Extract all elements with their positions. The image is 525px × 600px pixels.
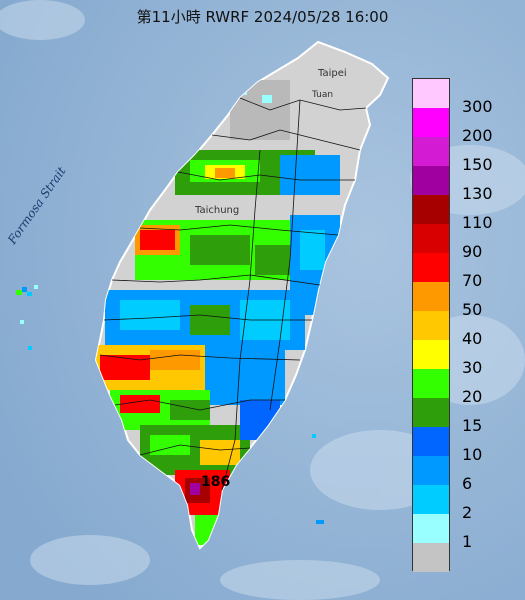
county-boundaries xyxy=(99,97,367,491)
legend-label: 50 xyxy=(462,300,483,319)
city-label-taichung: Taichung xyxy=(194,205,239,216)
legend-swatch xyxy=(413,137,449,166)
legend-swatch xyxy=(413,311,449,340)
legend-swatch xyxy=(413,195,449,224)
legend-label: 30 xyxy=(462,358,483,377)
legend-label: 200 xyxy=(462,126,493,145)
legend-swatch xyxy=(413,166,449,195)
offshore-echoes xyxy=(16,285,324,524)
legend-swatch xyxy=(413,456,449,485)
legend-label: 10 xyxy=(462,445,483,464)
legend-label: 90 xyxy=(462,242,483,261)
legend-label: 40 xyxy=(462,329,483,348)
legend-swatch xyxy=(413,514,449,543)
legend-label: 20 xyxy=(462,387,483,406)
legend-swatch xyxy=(413,108,449,137)
legend-label: 2 xyxy=(462,503,473,522)
legend-swatch xyxy=(413,543,449,572)
legend-swatch xyxy=(413,427,449,456)
max-value-label: 186 xyxy=(201,474,230,490)
legend-swatch xyxy=(413,485,449,514)
legend-label: 6 xyxy=(462,474,473,493)
legend-swatch xyxy=(413,79,449,108)
legend-label: 15 xyxy=(462,416,483,435)
legend-label: 70 xyxy=(462,271,483,290)
legend-swatch xyxy=(413,340,449,369)
legend-label: 300 xyxy=(462,97,493,116)
map-title: 第11小時 RWRF 2024/05/28 16:00 xyxy=(136,8,389,26)
rainfall-legend xyxy=(412,78,450,572)
city-label-taipei: Taipei xyxy=(317,68,347,79)
legend-swatch xyxy=(413,253,449,282)
legend-swatch xyxy=(413,369,449,398)
legend-swatch xyxy=(413,398,449,427)
city-label-taoyuan: Tuan xyxy=(311,90,333,100)
legend-label: 130 xyxy=(462,184,493,203)
legend-label: 150 xyxy=(462,155,493,174)
legend-label: 110 xyxy=(462,213,493,232)
legend-swatch xyxy=(413,224,449,253)
legend-label: 1 xyxy=(462,532,473,551)
legend-swatch xyxy=(413,282,449,311)
